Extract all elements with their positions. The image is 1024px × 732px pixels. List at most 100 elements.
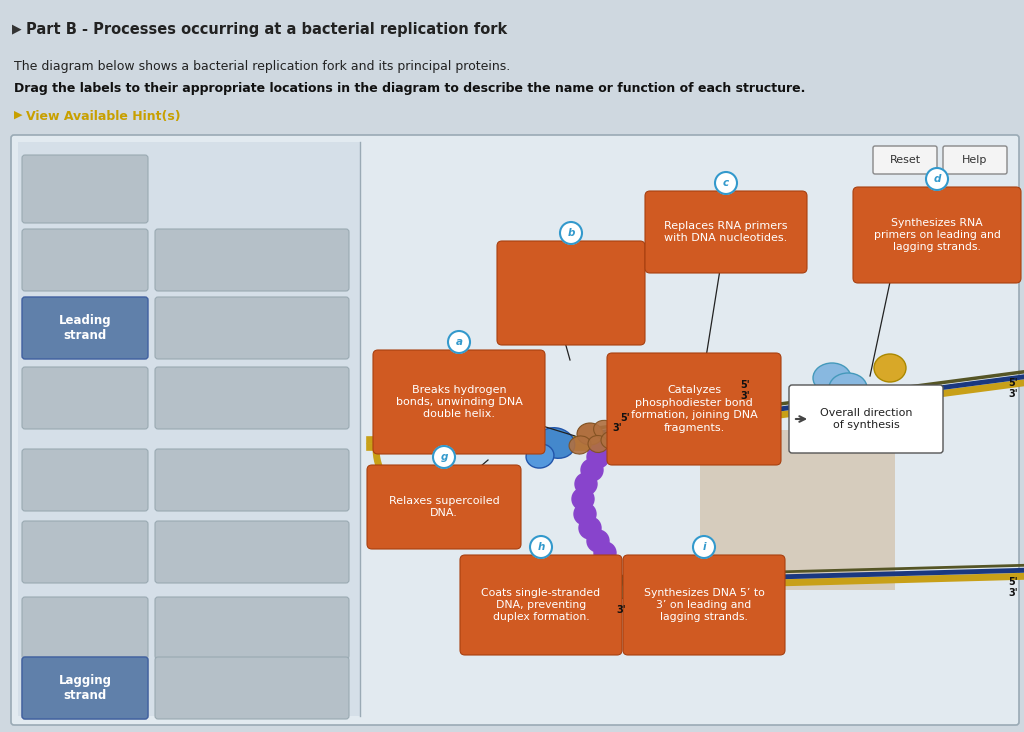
FancyBboxPatch shape [22,155,148,223]
Circle shape [632,420,652,440]
FancyBboxPatch shape [155,297,349,359]
FancyBboxPatch shape [155,367,349,429]
Ellipse shape [813,363,851,393]
FancyBboxPatch shape [645,191,807,273]
Text: Drag the labels to their appropriate locations in the diagram to describe the na: Drag the labels to their appropriate loc… [14,82,805,95]
Ellipse shape [604,577,632,599]
Circle shape [581,581,603,603]
Text: Lagging
strand: Lagging strand [58,674,112,702]
Text: 5': 5' [620,413,630,423]
Ellipse shape [594,420,616,440]
FancyBboxPatch shape [367,465,521,549]
Ellipse shape [588,436,608,452]
FancyBboxPatch shape [155,229,349,291]
Circle shape [587,530,609,552]
FancyBboxPatch shape [790,385,943,453]
Text: Relaxes supercoiled
DNA.: Relaxes supercoiled DNA. [389,496,500,518]
Text: Coats single-stranded
DNA, preventing
duplex formation.: Coats single-stranded DNA, preventing du… [481,588,600,622]
Text: 3': 3' [740,391,750,401]
FancyBboxPatch shape [22,449,148,511]
Ellipse shape [577,423,603,445]
FancyBboxPatch shape [373,350,545,454]
Circle shape [530,536,552,558]
Text: Synthesizes DNA 5’ to
3’ on leading and
lagging strands.: Synthesizes DNA 5’ to 3’ on leading and … [643,588,765,622]
Text: Catalyzes
phosphodiester bond
formation, joining DNA
fragments.: Catalyzes phosphodiester bond formation,… [631,386,758,433]
Text: Synthesizes RNA
primers on leading and
lagging strands.: Synthesizes RNA primers on leading and l… [873,217,1000,253]
Circle shape [604,428,624,448]
Text: ▶: ▶ [12,22,22,35]
Circle shape [572,488,594,510]
Ellipse shape [670,384,700,408]
Ellipse shape [526,444,554,468]
Text: Leading
strand: Leading strand [58,314,112,342]
Ellipse shape [623,571,649,593]
Text: Part B - Processes occurring at a bacterial replication fork: Part B - Processes occurring at a bacter… [26,22,507,37]
Circle shape [581,459,603,481]
Text: ▶: ▶ [14,110,23,120]
Circle shape [575,473,597,495]
Text: i: i [702,542,706,552]
Text: 5': 5' [1008,577,1018,587]
FancyBboxPatch shape [22,297,148,359]
FancyBboxPatch shape [853,187,1021,283]
Text: d: d [933,174,941,184]
FancyBboxPatch shape [22,521,148,583]
FancyBboxPatch shape [700,430,895,590]
Circle shape [693,536,715,558]
FancyBboxPatch shape [22,657,148,719]
Circle shape [433,446,455,468]
Text: 3': 3' [1008,389,1018,399]
FancyBboxPatch shape [460,555,622,655]
Bar [18,142,360,716]
Ellipse shape [570,559,597,581]
Circle shape [926,168,948,190]
FancyBboxPatch shape [155,449,349,511]
FancyBboxPatch shape [607,353,781,465]
Circle shape [618,423,638,443]
Circle shape [715,172,737,194]
Text: a: a [456,337,463,347]
FancyBboxPatch shape [22,229,148,291]
Text: h: h [538,542,545,552]
FancyBboxPatch shape [22,367,148,429]
Text: View Available Hint(s): View Available Hint(s) [26,110,180,123]
Circle shape [589,569,611,591]
Text: Replaces RNA primers
with DNA nucleotides.: Replaces RNA primers with DNA nucleotide… [665,221,787,243]
Text: 5': 5' [1008,378,1018,388]
FancyBboxPatch shape [623,555,785,655]
Text: 5': 5' [740,380,750,390]
FancyBboxPatch shape [11,135,1019,725]
Bar [0,0,1024,148]
Text: The diagram below shows a bacterial replication fork and its principal proteins.: The diagram below shows a bacterial repl… [14,60,510,73]
Circle shape [574,593,596,615]
FancyBboxPatch shape [155,597,349,659]
Text: 3': 3' [1008,588,1018,598]
Circle shape [595,556,617,578]
FancyBboxPatch shape [22,657,148,719]
Ellipse shape [829,373,867,403]
FancyBboxPatch shape [155,657,349,719]
Ellipse shape [601,431,623,449]
Text: g: g [440,452,447,462]
Text: c: c [723,178,729,188]
Text: Overall direction
of synthesis: Overall direction of synthesis [820,408,912,430]
Circle shape [570,607,592,629]
FancyBboxPatch shape [22,597,148,659]
Text: Reset: Reset [890,155,921,165]
Circle shape [592,435,612,455]
Ellipse shape [655,392,685,417]
Text: b: b [567,228,574,238]
Text: Breaks hydrogen
bonds, unwinding DNA
double helix.: Breaks hydrogen bonds, unwinding DNA dou… [395,384,522,419]
FancyBboxPatch shape [873,146,937,174]
Circle shape [574,503,596,525]
Text: 3': 3' [616,605,626,615]
Text: 3': 3' [612,423,622,433]
FancyBboxPatch shape [943,146,1007,174]
FancyBboxPatch shape [497,241,645,345]
Circle shape [594,542,616,564]
Circle shape [579,517,601,539]
Ellipse shape [874,354,906,382]
Circle shape [560,222,582,244]
Ellipse shape [569,436,591,454]
Ellipse shape [538,427,574,458]
